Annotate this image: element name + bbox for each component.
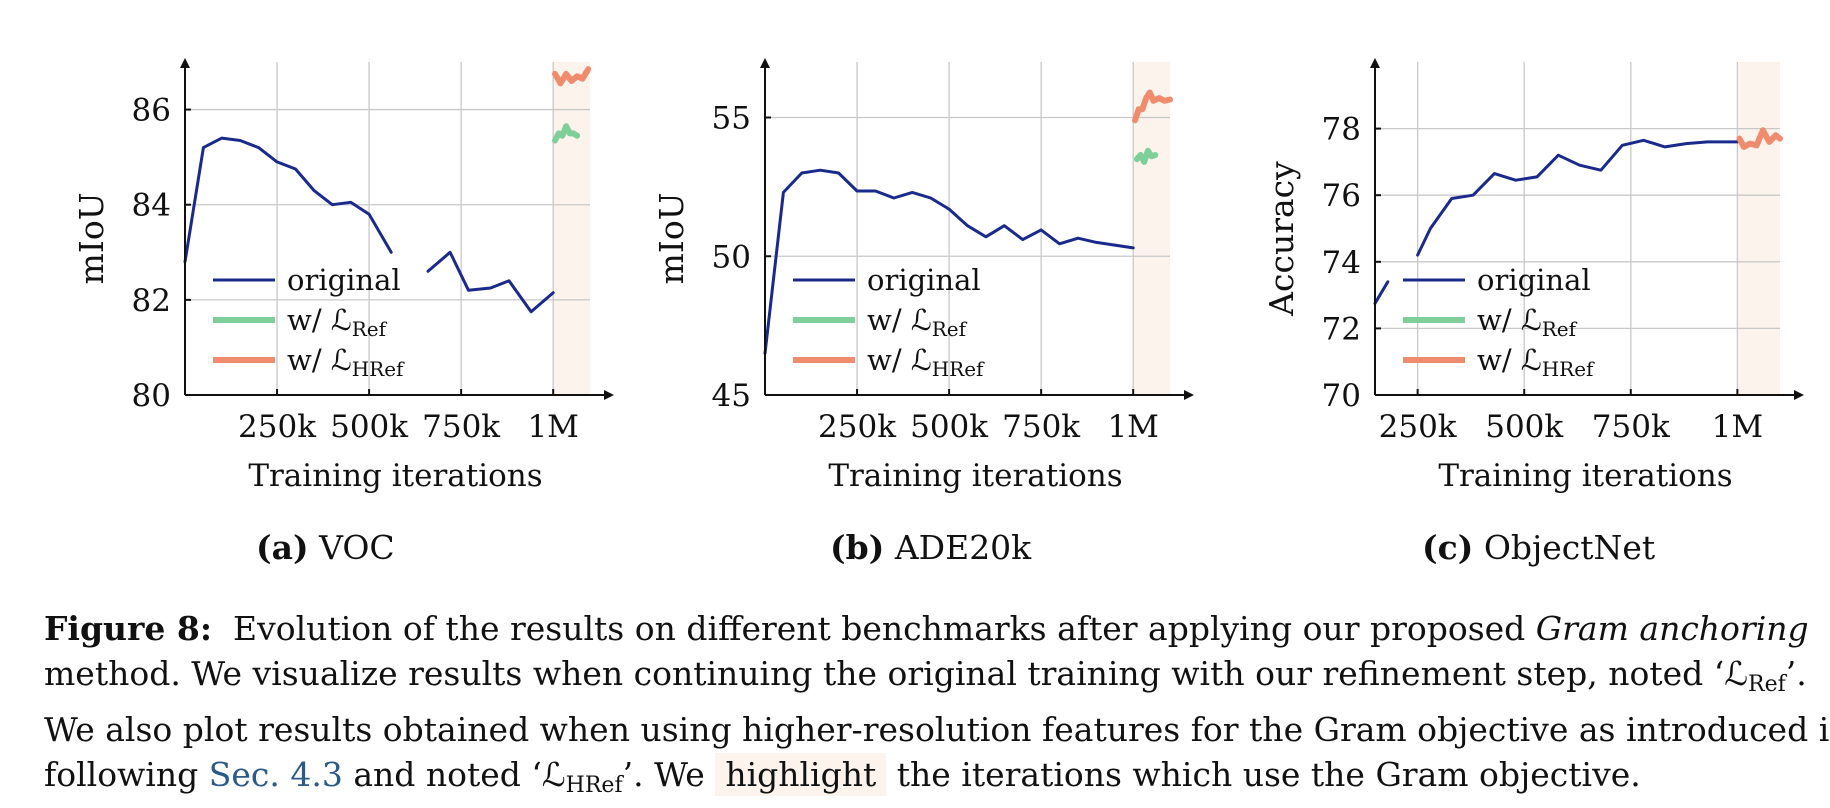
legend-label-ref: w/ ℒRef xyxy=(1477,303,1578,341)
series-href-line-0 xyxy=(1132,89,1173,124)
series-href-line-0 xyxy=(1736,127,1783,150)
chart-b: 250k 500k 750k 1M 45 50 55 Training iterations m… xyxy=(652,58,1194,494)
legend-label-original: original xyxy=(867,263,981,297)
x-tick-label-2: 750k xyxy=(422,409,500,445)
subcaption-c-tag: (c) xyxy=(1422,528,1474,567)
x-tick-label-1: 500k xyxy=(330,409,408,445)
subcaption-b-name: ADE20k xyxy=(894,528,1032,567)
series-original-line-0 xyxy=(1373,280,1390,305)
legend-label-href: w/ ℒHRef xyxy=(1477,343,1595,381)
series-href-line-0 xyxy=(552,66,592,87)
gram-highlight-region xyxy=(553,62,590,395)
caption-l-ref-sub: Ref xyxy=(1748,672,1786,697)
x-axis-label: Training iterations xyxy=(1438,458,1732,494)
x-tick-label-1: 500k xyxy=(1485,409,1563,445)
x-axis-label: Training iterations xyxy=(248,458,542,494)
x-axis-arrow xyxy=(604,390,614,400)
caption-text-4d: the iterations which use the Gram object… xyxy=(886,755,1641,794)
x-tick-label-3: 1M xyxy=(1107,409,1158,445)
caption-line-4: following Sec. 4.3 and noted ‘ℒHRef’. We… xyxy=(44,752,1824,808)
subcaption-a-tag: (a) xyxy=(256,528,309,567)
y-tick-label-0: 80 xyxy=(132,378,171,414)
x-tick-label-0: 250k xyxy=(818,409,896,445)
x-tick-label-1: 500k xyxy=(910,409,988,445)
caption-text-4b: and noted ‘ xyxy=(342,755,542,794)
subcaption-c: (c) ObjectNet xyxy=(1422,528,1655,567)
chart-a: 250k 500k 750k 1M 80 82 84 86 Training iteration… xyxy=(72,58,614,494)
y-tick-label-4: 78 xyxy=(1322,112,1361,148)
caption-line-1: Figure 8: Evolution of the results on di… xyxy=(44,606,1824,651)
legend-label-href: w/ ℒHRef xyxy=(287,343,405,381)
caption-text-4c: ’. We xyxy=(622,755,716,794)
legend-label-original: original xyxy=(1477,263,1591,297)
legend-label-ref: w/ ℒRef xyxy=(287,303,388,341)
y-axis-label: Accuracy xyxy=(1262,161,1301,317)
x-tick-label-3: 1M xyxy=(527,409,578,445)
y-tick-label-0: 45 xyxy=(712,378,751,414)
subcaption-c-name: ObjectNet xyxy=(1483,528,1656,567)
y-tick-label-1: 82 xyxy=(132,283,171,319)
y-tick-label-1: 72 xyxy=(1322,311,1361,347)
caption-emphasis: Gram anchoring xyxy=(1535,609,1809,648)
subcaption-a-name: VOC xyxy=(319,528,395,567)
y-axis-label: mIoU xyxy=(652,192,691,284)
subcaption-a: (a) VOC xyxy=(256,528,395,567)
y-tick-label-2: 55 xyxy=(712,101,751,137)
subcaption-b-tag: (b) xyxy=(830,528,885,567)
caption-text-3: We also plot results obtained when using… xyxy=(44,710,1830,749)
caption-line-3: We also plot results obtained when using… xyxy=(44,707,1830,752)
y-axis-label: mIoU xyxy=(72,192,111,284)
x-axis-arrow xyxy=(1184,390,1194,400)
caption-text-4: following xyxy=(44,755,209,794)
series-ref-line-0 xyxy=(1133,147,1159,165)
caption-line-2: method. We visualize results when contin… xyxy=(44,651,1824,707)
caption-text-2: method. We visualize results when contin… xyxy=(44,654,1725,693)
y-axis-arrow xyxy=(180,58,190,68)
caption-highlight: highlight xyxy=(715,753,887,796)
y-tick-label-0: 70 xyxy=(1322,378,1361,414)
caption-text-1: Evolution of the results on different be… xyxy=(233,609,1536,648)
caption-label: Figure 8: xyxy=(44,609,213,648)
chart-c: 250k 500k 750k 1M 70 72 74 76 78 Training iterati… xyxy=(1262,58,1804,494)
y-tick-label-2: 74 xyxy=(1322,245,1361,281)
caption-l-href-sub: HRef xyxy=(565,773,623,798)
legend-label-ref: w/ ℒRef xyxy=(867,303,968,341)
x-axis-label: Training iterations xyxy=(828,458,1122,494)
x-axis-arrow xyxy=(1794,390,1804,400)
figure-charts: 250k 500k 750k 1M 80 82 84 86 Training iteration… xyxy=(72,58,1804,494)
gram-highlight-region xyxy=(1737,62,1780,395)
caption-l-ref: ℒ xyxy=(1724,654,1749,693)
y-tick-label-3: 76 xyxy=(1322,178,1361,214)
x-tick-label-0: 250k xyxy=(1379,409,1457,445)
y-tick-label-3: 86 xyxy=(132,93,171,129)
legend-label-original: original xyxy=(287,263,401,297)
x-tick-label-2: 750k xyxy=(1002,409,1080,445)
caption-text-2b: ’. xyxy=(1785,654,1807,693)
legend-label-href: w/ ℒHRef xyxy=(867,343,985,381)
series-original-line-0 xyxy=(183,136,393,264)
caption-l-href: ℒ xyxy=(541,755,566,794)
series-original-line-0 xyxy=(763,168,1135,355)
x-tick-label-0: 250k xyxy=(238,409,316,445)
figure-caption: Figure 8: Evolution of the results on di… xyxy=(44,606,1830,808)
series-original-line-1 xyxy=(426,250,555,314)
x-tick-label-3: 1M xyxy=(1712,409,1763,445)
y-axis-arrow xyxy=(760,58,770,68)
series-ref-line-0 xyxy=(552,123,581,144)
x-tick-label-2: 750k xyxy=(1592,409,1670,445)
subcaption-b: (b) ADE20k xyxy=(830,528,1031,567)
y-tick-label-2: 84 xyxy=(132,188,171,224)
y-tick-label-1: 50 xyxy=(712,239,751,275)
y-axis-arrow xyxy=(1370,58,1380,68)
section-link[interactable]: Sec. 4.3 xyxy=(208,755,343,794)
series-original-line-1 xyxy=(1416,138,1739,257)
